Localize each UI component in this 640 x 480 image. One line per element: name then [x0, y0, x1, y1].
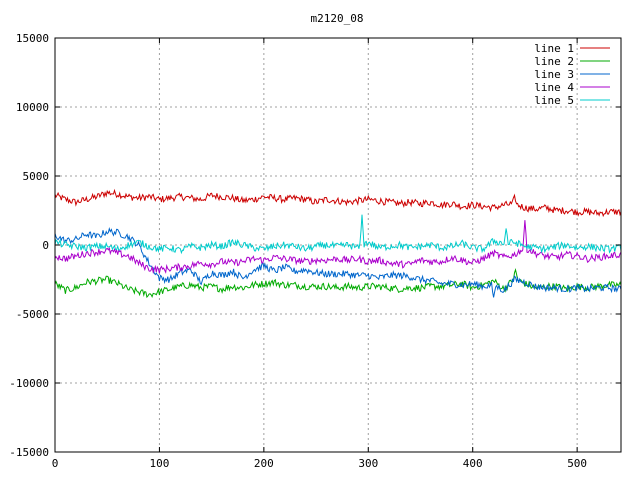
series-line-4	[54, 220, 622, 274]
ticks: 0 100 200 300 400 500 -15000 -10000 -5000 0 5000 10…	[9, 32, 621, 470]
legend-label: line 2	[534, 55, 574, 68]
series-line-3	[54, 226, 622, 298]
legend-label: line 3	[534, 68, 574, 81]
series-line-1	[54, 188, 622, 218]
series-line-5	[54, 214, 622, 255]
y-tick-label: -15000	[9, 446, 49, 459]
y-tick-label: -10000	[9, 377, 49, 390]
x-tick-label: 500	[567, 457, 587, 470]
y-tick-label: 5000	[23, 170, 50, 183]
series-line-2	[54, 267, 622, 299]
x-tick-label: 300	[358, 457, 378, 470]
y-tick-label: 10000	[16, 101, 49, 114]
y-tick-label: -5000	[16, 308, 49, 321]
y-tick-label: 15000	[16, 32, 49, 45]
x-tick-label: 100	[149, 457, 169, 470]
x-tick-label: 400	[463, 457, 483, 470]
legend-label: line 5	[534, 94, 574, 107]
legend-label: line 1	[534, 42, 574, 55]
legend-label: line 4	[534, 81, 574, 94]
series-layer	[54, 188, 622, 299]
chart-title: m2120_08	[311, 12, 364, 25]
y-tick-label: 0	[42, 239, 49, 252]
x-tick-label: 200	[254, 457, 274, 470]
x-tick-label: 0	[52, 457, 59, 470]
